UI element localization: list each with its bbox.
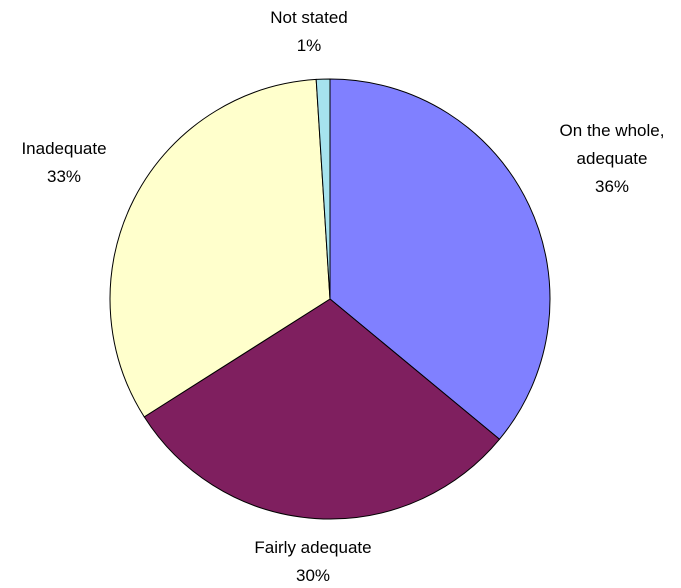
- pie-slice-fairly-adequate: [143, 298, 501, 520]
- slice-label-inadequate: Inadequate 33%: [21, 139, 106, 186]
- slice-label-line: On the whole,: [560, 121, 665, 140]
- slice-percent-label: 30%: [296, 566, 330, 585]
- pie-slice-on-the-whole-adequate: [329, 78, 551, 440]
- slice-label-fairly-adequate: Fairly adequate 30%: [254, 538, 371, 585]
- pie-slices: [109, 78, 551, 520]
- slice-percent-label: 33%: [47, 167, 81, 186]
- slice-label-on-the-whole-adequate: On the whole, adequate 36%: [560, 121, 665, 196]
- slice-label-not-stated: Not stated 1%: [270, 8, 348, 55]
- slice-label-line: adequate: [577, 149, 648, 168]
- slice-label-line: Fairly adequate: [254, 538, 371, 557]
- pie-slice-not-stated: [315, 78, 331, 300]
- slice-label-line: Not stated: [270, 8, 348, 27]
- slice-percent-label: 1%: [297, 36, 322, 55]
- pie-slice-inadequate: [109, 78, 331, 418]
- slice-label-line: Inadequate: [21, 139, 106, 158]
- slice-percent-label: 36%: [595, 177, 629, 196]
